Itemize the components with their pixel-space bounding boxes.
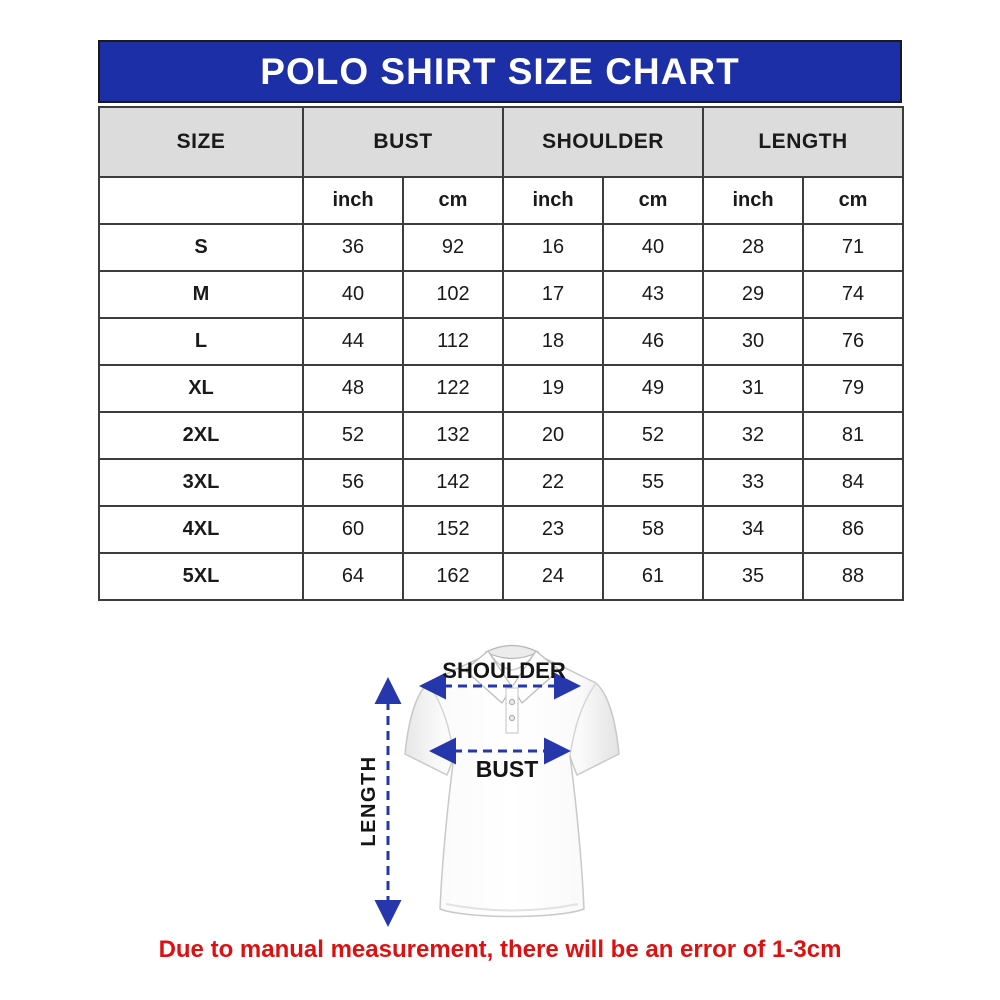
size-cell: 5XL (98, 552, 304, 601)
shoulder-cm-cell: 49 (602, 364, 705, 413)
length-cm-cell: 79 (802, 364, 905, 413)
shoulder-inch-cell: 22 (502, 458, 605, 507)
shoulder-inch-cell: 16 (502, 223, 605, 272)
length-cm-cell: 74 (802, 270, 905, 319)
unit-header-shoulder-cm: cm (602, 176, 705, 225)
bust-cm-cell: 112 (401, 317, 505, 366)
bust-cm-cell: 132 (401, 411, 505, 460)
bust-cm-cell: 152 (401, 505, 505, 554)
length-label: LENGTH (358, 755, 380, 846)
length-cm-cell: 81 (802, 411, 905, 460)
table-row: 4XL 60 152 23 58 34 86 (98, 505, 905, 554)
bust-inch-cell: 64 (302, 552, 404, 601)
bust-inch-cell: 44 (302, 317, 404, 366)
size-table: SIZE BUST SHOULDER LENGTH inch cm inch c… (98, 106, 905, 601)
size-cell: XL (98, 364, 304, 413)
measurement-diagram: SHOULDER BUST LENGTH (352, 638, 672, 938)
shoulder-cm-cell: 43 (602, 270, 705, 319)
table-row: 2XL 52 132 20 52 32 81 (98, 411, 905, 460)
bust-inch-cell: 60 (302, 505, 404, 554)
shoulder-label: SHOULDER (442, 658, 566, 683)
shoulder-cm-cell: 55 (602, 458, 705, 507)
shoulder-cm-cell: 52 (602, 411, 705, 460)
shoulder-inch-cell: 24 (502, 552, 605, 601)
polo-shirt-illustration: SHOULDER BUST LENGTH (358, 644, 620, 927)
title-banner: POLO SHIRT SIZE CHART (98, 40, 902, 103)
length-inch-cell: 31 (702, 364, 805, 413)
bust-inch-cell: 48 (302, 364, 404, 413)
right-sleeve-seam (569, 682, 597, 757)
unit-header-shoulder-inch: inch (502, 176, 605, 225)
placket (505, 687, 519, 734)
table-row: XL 48 122 19 49 31 79 (98, 364, 905, 413)
length-cm-cell: 71 (802, 223, 905, 272)
length-inch-cell: 32 (702, 411, 805, 460)
size-cell: M (98, 270, 304, 319)
table-row: L 44 112 18 46 30 76 (98, 317, 905, 366)
page-title: POLO SHIRT SIZE CHART (260, 50, 740, 92)
size-table-body: S 36 92 16 40 28 71 M 40 102 17 43 29 74… (98, 223, 905, 601)
column-header-size: SIZE (98, 106, 304, 178)
collar-back (484, 644, 540, 660)
bust-cm-cell: 102 (401, 270, 505, 319)
bust-inch-cell: 56 (302, 458, 404, 507)
shoulder-cm-cell: 40 (602, 223, 705, 272)
size-cell: 3XL (98, 458, 304, 507)
unit-header-bust-inch: inch (302, 176, 404, 225)
bust-cm-cell: 162 (401, 552, 505, 601)
length-inch-cell: 28 (702, 223, 805, 272)
button-icon (508, 714, 516, 722)
unit-header-row: inch cm inch cm inch cm (98, 176, 905, 225)
group-header-row: SIZE BUST SHOULDER LENGTH (98, 106, 905, 178)
shoulder-cm-cell: 58 (602, 505, 705, 554)
column-header-length: LENGTH (702, 106, 905, 178)
length-cm-cell: 88 (802, 552, 905, 601)
button-icon (508, 698, 516, 706)
bust-cm-cell: 122 (401, 364, 505, 413)
length-inch-cell: 34 (702, 505, 805, 554)
length-cm-cell: 84 (802, 458, 905, 507)
length-inch-cell: 33 (702, 458, 805, 507)
bust-inch-cell: 40 (302, 270, 404, 319)
bust-inch-cell: 36 (302, 223, 404, 272)
size-cell: 2XL (98, 411, 304, 460)
table-row: M 40 102 17 43 29 74 (98, 270, 905, 319)
shoulder-inch-cell: 18 (502, 317, 605, 366)
length-cm-cell: 86 (802, 505, 905, 554)
unit-header-spacer (98, 176, 304, 225)
column-header-bust: BUST (301, 106, 505, 178)
measurement-note: Due to manual measurement, there will be… (158, 936, 842, 963)
unit-header-bust-cm: cm (401, 176, 505, 225)
shoulder-cm-cell: 46 (602, 317, 705, 366)
size-cell: 4XL (98, 505, 304, 554)
hem-shadow (445, 903, 579, 912)
shoulder-inch-cell: 17 (502, 270, 605, 319)
column-header-shoulder: SHOULDER (502, 106, 705, 178)
length-inch-cell: 29 (702, 270, 805, 319)
shoulder-inch-cell: 20 (502, 411, 605, 460)
shoulder-cm-cell: 61 (602, 552, 705, 601)
table-row: 3XL 56 142 22 55 33 84 (98, 458, 905, 507)
bust-inch-cell: 52 (302, 411, 404, 460)
unit-header-length-cm: cm (802, 176, 905, 225)
shoulder-inch-cell: 23 (502, 505, 605, 554)
bust-cm-cell: 92 (401, 223, 505, 272)
table-row: 5XL 64 162 24 61 35 88 (98, 552, 905, 601)
length-cm-cell: 76 (802, 317, 905, 366)
shoulder-inch-cell: 19 (502, 364, 605, 413)
unit-header-length-inch: inch (702, 176, 805, 225)
size-cell: L (98, 317, 304, 366)
bust-cm-cell: 142 (401, 458, 505, 507)
size-cell: S (98, 223, 304, 272)
length-inch-cell: 35 (702, 552, 805, 601)
bust-label: BUST (476, 756, 539, 782)
table-row: S 36 92 16 40 28 71 (98, 223, 905, 272)
length-inch-cell: 30 (702, 317, 805, 366)
